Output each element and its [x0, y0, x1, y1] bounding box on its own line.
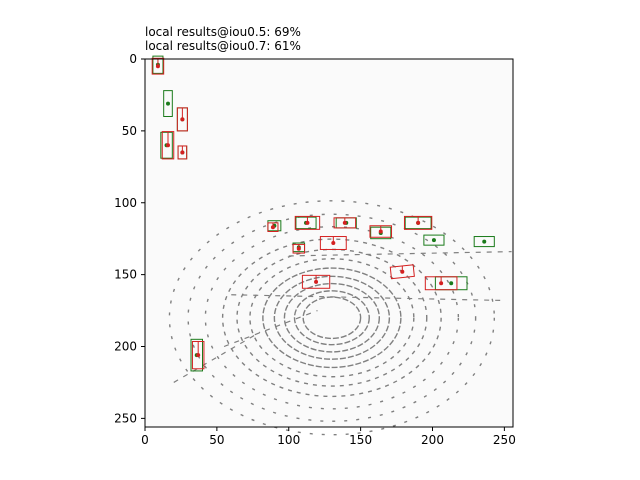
ground-truth-center — [449, 281, 454, 286]
ground-truth-box — [163, 90, 173, 117]
ground-truth-box — [423, 234, 445, 246]
point-ring — [293, 290, 370, 346]
x-tick-label: 50 — [209, 433, 224, 447]
point-scan-line — [288, 251, 512, 257]
point-ring — [273, 275, 391, 360]
ground-truth-center — [431, 238, 436, 243]
title-line-iou05: local results@iou0.5: 69% — [145, 25, 301, 39]
ground-truth-box — [160, 131, 173, 159]
x-tick-label: 150 — [349, 433, 372, 447]
point-ring — [236, 248, 428, 387]
y-tick-label: 50 — [122, 124, 137, 138]
prediction-layer — [151, 57, 458, 370]
x-tick-label: 250 — [493, 433, 516, 447]
y-tick-label: 0 — [129, 52, 137, 66]
axes-layer: 0 50 100 150 200 250 0 50 100 150 200 250 — [114, 52, 516, 447]
point-ring — [221, 238, 442, 398]
point-ring — [187, 213, 477, 422]
point-ring — [262, 267, 402, 369]
ground-truth-box — [152, 55, 164, 74]
x-tick-label: 200 — [421, 433, 444, 447]
point-ring — [283, 282, 381, 353]
x-tick-label: 0 — [141, 433, 149, 447]
y-tick-label: 200 — [114, 340, 137, 354]
plot-frame — [144, 58, 514, 428]
prediction-box — [389, 264, 415, 280]
ground-truth-center — [482, 239, 487, 244]
y-tick-label: 250 — [114, 411, 137, 425]
ground-truth-box — [190, 338, 203, 372]
y-tick-label: 150 — [114, 268, 137, 282]
point-ring — [204, 225, 460, 410]
point-cloud-layer — [168, 200, 512, 436]
point-scan-line — [231, 294, 505, 302]
y-tick-label: 100 — [114, 196, 137, 210]
point-ring — [168, 200, 496, 436]
ground-truth-center — [166, 101, 170, 106]
plot-background — [145, 59, 513, 427]
x-tick-label: 100 — [277, 433, 300, 447]
title-line-iou07: local results@iou0.7: 61% — [145, 39, 301, 53]
point-ring — [249, 258, 415, 378]
ground-truth-box — [295, 216, 317, 230]
ground-truth-box — [473, 236, 495, 248]
